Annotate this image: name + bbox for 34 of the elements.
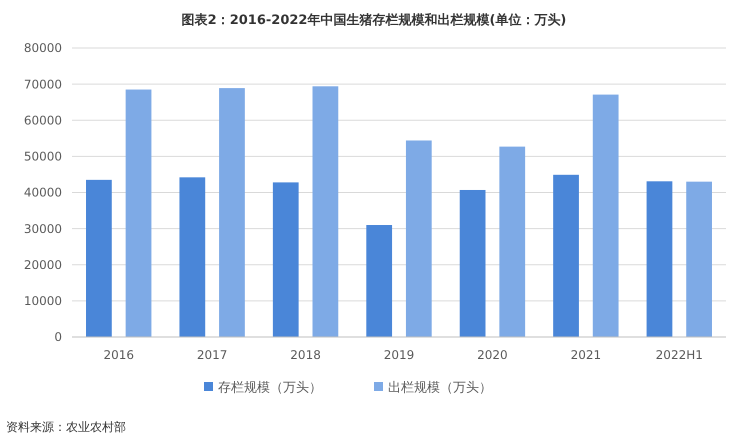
y-tick-label: 50000 (24, 150, 62, 164)
bar (179, 177, 206, 337)
bar (366, 225, 392, 337)
bar (406, 140, 432, 337)
bar (686, 182, 712, 337)
bar (312, 86, 338, 337)
x-tick-label: 2020 (477, 348, 508, 362)
legend-label: 存栏规模（万头） (218, 380, 322, 396)
y-tick-label: 40000 (24, 186, 62, 200)
y-tick-label: 10000 (24, 294, 62, 308)
y-tick-label: 20000 (24, 258, 62, 272)
y-tick-label: 70000 (24, 77, 62, 92)
bar (460, 190, 486, 337)
bar (553, 174, 579, 337)
x-tick-label: 2019 (384, 348, 414, 362)
y-tick-label: 30000 (24, 222, 62, 236)
bar (86, 180, 112, 337)
y-tick-label: 60000 (24, 113, 62, 128)
bar (219, 88, 245, 337)
x-tick-label: 2021 (570, 348, 602, 362)
bar (592, 94, 619, 337)
chart-title: 图表2：2016-2022年中国生猪存栏规模和出栏规模(单位：万头) (182, 12, 566, 28)
x-tick-label: 2016 (103, 348, 134, 362)
bar (272, 182, 299, 337)
x-tick-label: 2022H1 (656, 348, 703, 362)
y-tick-label: 0 (54, 330, 62, 344)
y-tick-label: 80000 (24, 41, 62, 56)
x-tick-label: 2018 (290, 348, 321, 362)
bar (126, 90, 152, 337)
x-tick-label: 2017 (196, 348, 228, 362)
text: 资料来源：农业农村部 (6, 420, 126, 434)
bar (646, 181, 672, 337)
bar (499, 146, 526, 337)
legend-label: 出栏规模（万头） (388, 380, 492, 396)
